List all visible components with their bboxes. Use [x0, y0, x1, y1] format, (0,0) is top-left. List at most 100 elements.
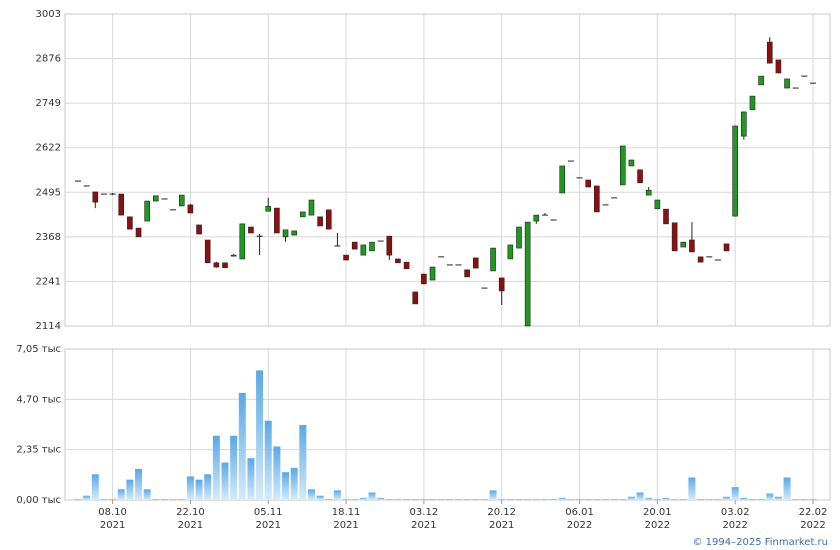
volume-bar [688, 477, 696, 500]
x-tick-label: 22.10 [176, 507, 205, 518]
volume-bar [619, 498, 627, 500]
volume-bar [774, 496, 782, 500]
x-tick-label: 20.01 [643, 507, 672, 518]
candle-body [118, 193, 125, 216]
volume-bar [809, 498, 817, 500]
volume-bar [454, 498, 462, 500]
copyright: © 1994–2025 Finmarket.ru [692, 537, 828, 548]
price-frame [64, 13, 831, 327]
volume-bar [679, 498, 687, 500]
volume-bar [385, 498, 393, 500]
volume-bar [437, 498, 445, 500]
candle-body [291, 230, 297, 236]
y-tick-label: 3003 [36, 9, 61, 20]
candle-body [490, 247, 496, 272]
volume-bar [463, 498, 471, 500]
volume-bar [506, 498, 514, 500]
candle-body [654, 199, 661, 210]
volume-bar [515, 498, 523, 500]
candle-body [594, 185, 600, 213]
volume-bar [91, 474, 99, 500]
x-tick-label: 20.12 [487, 507, 516, 518]
volume-bar [342, 498, 350, 500]
volume-bar [489, 490, 497, 500]
volume-bar [256, 370, 264, 500]
volume-bar [697, 498, 705, 500]
candle-body [369, 241, 375, 252]
volume-bar [212, 435, 220, 500]
volume-bar [558, 497, 566, 500]
candle-body [784, 78, 790, 89]
candle-body [619, 145, 626, 186]
candle-body [265, 206, 272, 212]
x-tick-label: 05.11 [254, 507, 283, 518]
volume-bar [100, 498, 108, 500]
volume-bar [550, 498, 558, 500]
volume-bar [731, 487, 739, 500]
candle-body [421, 273, 427, 285]
candle-body [300, 211, 306, 218]
candle-body [498, 277, 505, 292]
candle-body [758, 75, 764, 86]
x-tick-label: 22.02 [799, 507, 828, 518]
candle-body [395, 258, 401, 264]
candle-body [585, 179, 591, 188]
volume-bar [627, 496, 635, 500]
volume-bar [420, 498, 428, 500]
volume-bar [126, 479, 134, 500]
volume-bar [723, 496, 731, 500]
y-tick-label: 2495 [36, 187, 61, 198]
candle-body [680, 241, 687, 248]
candle-body [144, 200, 150, 222]
volume-bar [368, 492, 376, 500]
volume-bar [645, 497, 653, 500]
candle-body [222, 262, 228, 269]
x-tick-year: 2021 [333, 520, 358, 531]
candle-body [178, 194, 185, 207]
volume-bar [524, 498, 532, 500]
volume-bar [567, 498, 575, 500]
x-tick-year: 2022 [722, 520, 747, 531]
volume-bar [498, 498, 506, 500]
candle-body [127, 216, 133, 230]
volume-bar [532, 498, 540, 500]
candle-body [697, 256, 704, 263]
y-tick-label: 2622 [36, 143, 61, 154]
candle-body [732, 125, 738, 217]
volume-bar [411, 498, 419, 500]
candle-body [196, 224, 202, 235]
x-tick-label: 18.11 [332, 507, 361, 518]
volume-frame [64, 348, 831, 501]
volume-bar [299, 425, 307, 500]
x-tick-year: 2021 [256, 520, 281, 531]
candle-body [749, 95, 756, 111]
y-tick-label: 2,35 тыс [16, 445, 61, 456]
volume-bar [290, 467, 298, 500]
volume-bar [662, 497, 670, 500]
candle-body [239, 223, 246, 260]
volume-bar [653, 498, 661, 500]
x-tick-year: 2022 [567, 520, 592, 531]
volume-bar [783, 477, 791, 500]
volume-bar [178, 498, 186, 500]
volume-bar [584, 498, 592, 500]
y-tick-label: 2876 [36, 54, 61, 65]
candle-body [213, 262, 220, 268]
volume-bar [610, 498, 618, 500]
x-tick-year: 2021 [100, 520, 125, 531]
y-tick-label: 7,05 тыс [16, 344, 61, 355]
volume-bar [109, 498, 117, 500]
volume-bar [273, 446, 281, 500]
y-tick-label: 4,70 тыс [16, 394, 61, 405]
candle-body [429, 266, 436, 281]
y-tick-label: 2368 [36, 232, 61, 243]
candle-body [559, 165, 566, 194]
volume-bar [117, 489, 125, 500]
candle-body [92, 191, 99, 203]
volume-bar [757, 498, 765, 500]
y-tick-label: 2114 [36, 321, 61, 332]
volume-bar [230, 435, 238, 500]
candle-body [524, 221, 531, 327]
volume-bar [576, 498, 584, 500]
y-tick-label: 2241 [36, 276, 61, 287]
